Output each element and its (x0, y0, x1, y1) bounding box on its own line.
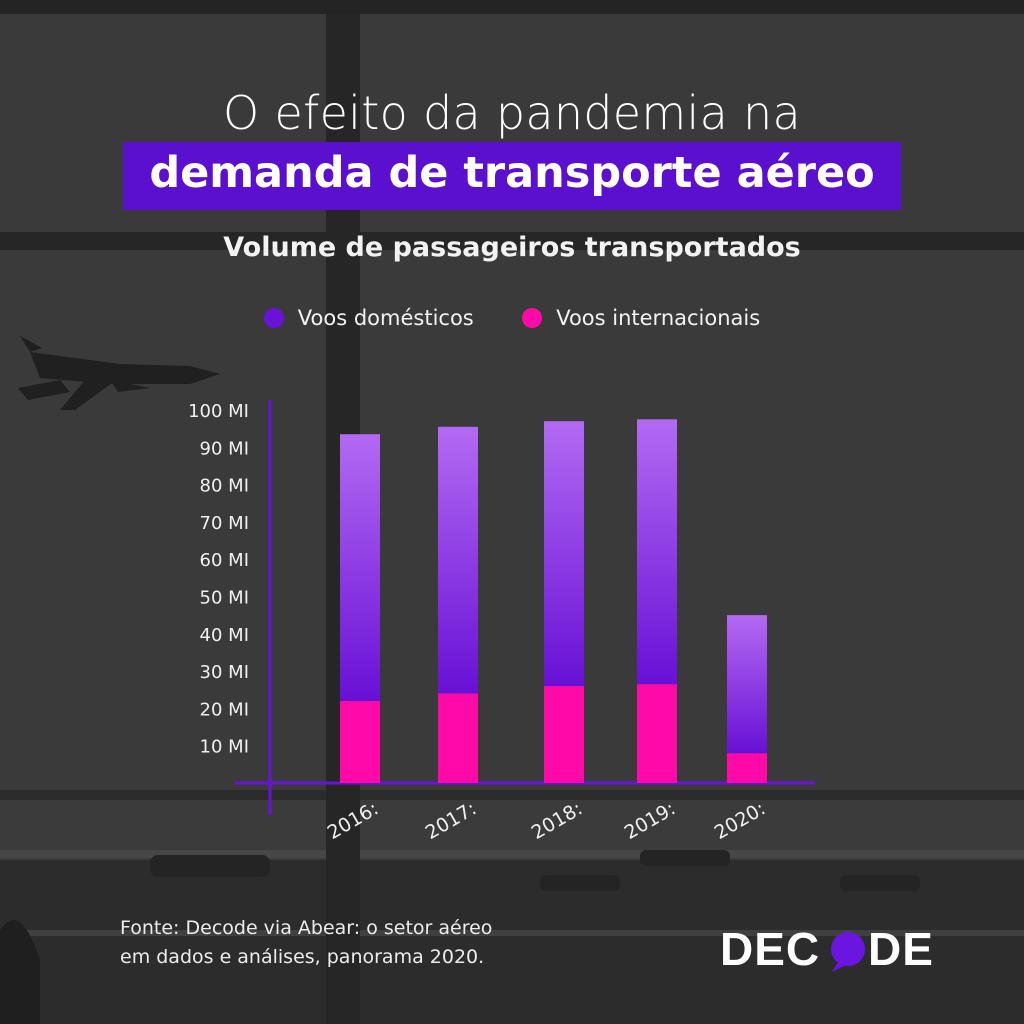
y-tick-label: 20 MI (200, 699, 249, 720)
bar-domestic (727, 615, 767, 754)
legend-label-domestic: Voos domésticos (297, 306, 474, 330)
y-tick-label: 10 MI (200, 737, 249, 758)
title-highlight: demanda de transporte aéreo (0, 142, 1024, 210)
y-tick-label: 90 MI (200, 438, 249, 459)
bar-international (340, 700, 380, 783)
source-line-1: Fonte: Decode via Abear: o setor aéreo (120, 917, 493, 939)
legend: Voos domésticos Voos internacionais (0, 306, 1024, 330)
bar-international (727, 753, 767, 783)
y-tick-label: 100 MI (188, 401, 249, 422)
bar-domestic (340, 434, 380, 701)
bar-domestic (637, 419, 677, 685)
source-line-2: em dados e análises, panorama 2020. (120, 946, 485, 968)
decode-logo: DEC DE (720, 923, 934, 974)
title-line-1: O efeito da pandemia na (223, 86, 801, 140)
x-tick-label: 2020: (711, 798, 769, 844)
legend-swatch-international (522, 308, 543, 328)
y-tick-label: 60 MI (200, 550, 249, 571)
y-tick-label: 30 MI (200, 662, 249, 683)
source-note: Fonte: Decode via Abear: o setor aéreo e… (120, 914, 492, 972)
legend-item-domestic: Voos domésticos (263, 306, 474, 330)
bar-domestic (544, 421, 584, 687)
y-tick-label: 70 MI (200, 513, 249, 534)
legend-label-international: Voos internacionais (556, 306, 761, 330)
y-tick-label: 50 MI (200, 588, 249, 609)
x-tick-label: 2018: (528, 798, 586, 844)
x-tick-label: 2016: (324, 798, 382, 844)
chart-title: Volume de passageiros transportados (223, 232, 801, 263)
svg-text:DE: DE (868, 923, 934, 974)
x-tick-label: 2019: (621, 798, 679, 844)
svg-text:DEC: DEC (720, 923, 820, 974)
y-tick-label: 80 MI (200, 476, 249, 497)
bar-international (637, 684, 677, 783)
title-line-2: demanda de transporte aéreo (123, 142, 901, 210)
x-tick-label: 2017: (422, 798, 480, 844)
legend-swatch-domestic (263, 308, 284, 328)
legend-item-international: Voos internacionais (522, 306, 760, 330)
bar-international (438, 693, 478, 783)
bar-international (544, 686, 584, 783)
bar-domestic (438, 426, 478, 694)
y-tick-label: 40 MI (200, 625, 249, 646)
